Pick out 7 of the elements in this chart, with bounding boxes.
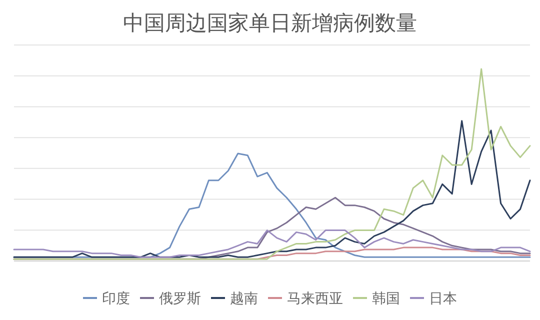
legend-label: 日本	[429, 291, 457, 307]
legend-label: 越南	[230, 291, 258, 307]
legend-label: 俄罗斯	[159, 291, 201, 307]
chart-title: 中国周边国家单日新增病例数量	[123, 11, 417, 35]
legend-label: 印度	[102, 291, 130, 307]
legend-label: 马来西亚	[287, 291, 343, 307]
legend-label: 韩国	[372, 291, 400, 307]
